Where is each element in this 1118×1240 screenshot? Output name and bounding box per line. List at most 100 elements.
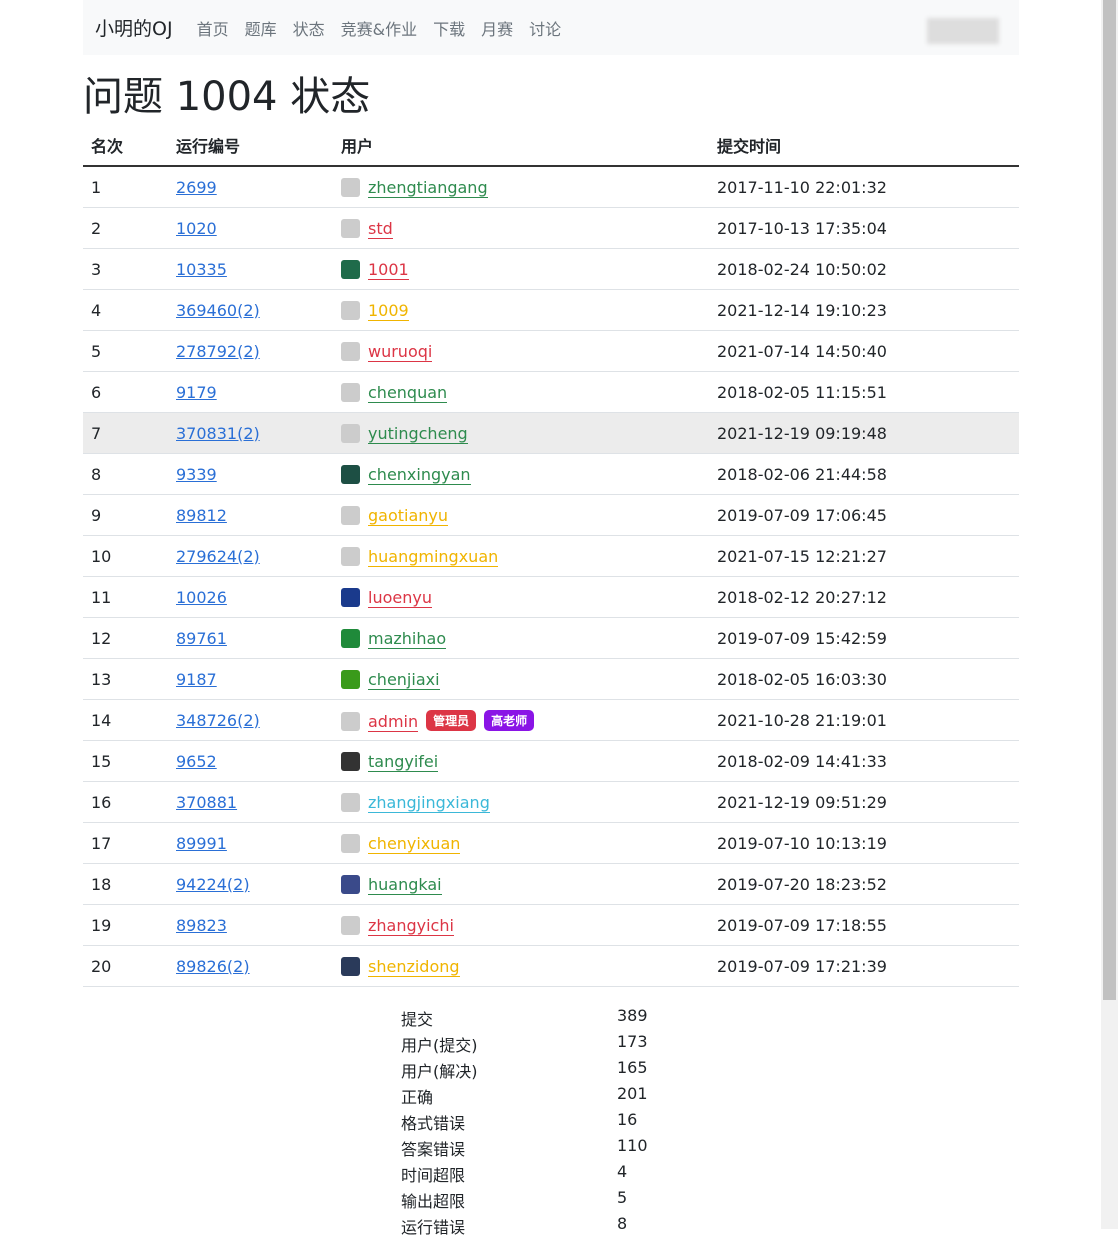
- nav-link[interactable]: 竞赛&作业: [340, 19, 418, 39]
- stat-label: 答案错误: [401, 1140, 466, 1159]
- rank: 20: [83, 945, 168, 987]
- submit-time: 2019-07-09 17:21:39: [709, 945, 1019, 987]
- user-link[interactable]: admin: [368, 711, 419, 732]
- user-link[interactable]: mazhihao: [368, 628, 447, 649]
- run-cell: 9652: [168, 740, 333, 782]
- user-link[interactable]: 1001: [368, 259, 409, 280]
- user-link[interactable]: 1009: [368, 300, 409, 321]
- run-link[interactable]: 89812: [176, 505, 227, 525]
- submit-time: 2018-02-09 14:41:33: [709, 740, 1019, 782]
- avatar: [341, 300, 360, 320]
- user-link[interactable]: chenyixuan: [368, 833, 461, 854]
- stat-label: 时间超限: [401, 1166, 466, 1185]
- run-link[interactable]: 369460(2): [176, 300, 260, 320]
- run-link[interactable]: 10335: [176, 259, 227, 279]
- user-link[interactable]: wuruoqi: [368, 341, 433, 362]
- nav-link[interactable]: 下载: [433, 19, 466, 39]
- stat-value: 173: [617, 1032, 648, 1051]
- user-cell: admin 管理员 高老师: [333, 699, 709, 741]
- user-cell: wuruoqi: [333, 330, 709, 372]
- user-menu[interactable]: [927, 18, 999, 44]
- table-body: 1 2699 zhengtiangang 2017-11-10 22:01:32 2 10…: [83, 166, 1019, 987]
- user-cell: chenjiaxi: [333, 658, 709, 700]
- table-row: 4 369460(2) 1009 2021-12-14 19:10:23: [83, 289, 1019, 331]
- avatar: [341, 218, 360, 238]
- user-cell: huangmingxuan: [333, 535, 709, 577]
- submit-time: 2019-07-09 15:42:59: [709, 617, 1019, 659]
- user-link[interactable]: chenquan: [368, 382, 448, 403]
- nav-link[interactable]: 状态: [292, 19, 325, 39]
- user-link[interactable]: tangyifei: [368, 751, 439, 772]
- user-link[interactable]: std: [368, 218, 393, 239]
- nav-link[interactable]: 月赛: [481, 19, 514, 39]
- run-link[interactable]: 9187: [176, 669, 217, 689]
- user-link[interactable]: chenjiaxi: [368, 669, 440, 690]
- table-row: 20 89826(2) shenzidong 2019-07-09 17:21:39: [83, 945, 1019, 987]
- submit-time: 2021-07-14 14:50:40: [709, 330, 1019, 372]
- stat-value: 389: [617, 1006, 648, 1025]
- stat-row: 用户(解决) 165: [401, 1058, 648, 1084]
- container: 小明的OJ 首页 题库 状态 竞赛&作业 下载 月赛 讨论 问题 1004 状态 名次 运行编…: [83, 0, 1019, 1237]
- user-link[interactable]: huangkai: [368, 874, 442, 895]
- run-link[interactable]: 9179: [176, 382, 217, 402]
- rank: 12: [83, 617, 168, 659]
- run-cell: 9187: [168, 658, 333, 700]
- run-link[interactable]: 278792(2): [176, 341, 260, 361]
- scroll-thumb[interactable]: [1103, 0, 1116, 1000]
- rank: 14: [83, 699, 168, 741]
- stat-row: 提交 389: [401, 1006, 648, 1032]
- run-link[interactable]: 9652: [176, 751, 217, 771]
- run-link[interactable]: 89823: [176, 915, 227, 935]
- stat-row: 用户(提交) 173: [401, 1032, 648, 1058]
- nav-link[interactable]: 讨论: [529, 19, 562, 39]
- user-link[interactable]: huangmingxuan: [368, 546, 499, 567]
- rank: 7: [83, 412, 168, 454]
- run-link[interactable]: 348726(2): [176, 710, 260, 730]
- avatar: [341, 587, 360, 607]
- table-head: 名次 运行编号 用户 提交时间: [83, 125, 1019, 167]
- run-link[interactable]: 10026: [176, 587, 227, 607]
- run-link[interactable]: 94224(2): [176, 874, 250, 894]
- user-cell: luoenyu: [333, 576, 709, 618]
- run-cell: 9179: [168, 371, 333, 413]
- user-link[interactable]: chenxingyan: [368, 464, 471, 485]
- scrollbar[interactable]: [1101, 0, 1118, 1229]
- brand[interactable]: 小明的OJ: [95, 18, 173, 40]
- nav-link[interactable]: 题库: [244, 19, 277, 39]
- table-row: 10 279624(2) huangmingxuan 2021-07-15 12:21…: [83, 535, 1019, 577]
- run-link[interactable]: 2699: [176, 177, 217, 197]
- user-link[interactable]: luoenyu: [368, 587, 432, 608]
- run-link[interactable]: 89826(2): [176, 956, 250, 976]
- rank: 4: [83, 289, 168, 331]
- avatar: [341, 341, 360, 361]
- run-link[interactable]: 9339: [176, 464, 217, 484]
- run-link[interactable]: 279624(2): [176, 546, 260, 566]
- rank: 8: [83, 453, 168, 495]
- avatar: [341, 464, 360, 484]
- run-cell: 279624(2): [168, 535, 333, 577]
- run-link[interactable]: 370881: [176, 792, 238, 812]
- user-link[interactable]: yutingcheng: [368, 423, 468, 444]
- nav-link[interactable]: 首页: [196, 19, 229, 39]
- user-link[interactable]: zhangyichi: [368, 915, 454, 936]
- rank: 17: [83, 822, 168, 864]
- run-link[interactable]: 370831(2): [176, 423, 260, 443]
- user-link[interactable]: zhangjingxiang: [368, 792, 490, 813]
- user-cell: chenxingyan: [333, 453, 709, 495]
- user-link[interactable]: zhengtiangang: [368, 177, 488, 198]
- user-link[interactable]: shenzidong: [368, 956, 460, 977]
- run-cell: 89761: [168, 617, 333, 659]
- rank: 18: [83, 863, 168, 905]
- run-link[interactable]: 1020: [176, 218, 217, 238]
- user-link[interactable]: gaotianyu: [368, 505, 449, 526]
- user-cell: huangkai: [333, 863, 709, 905]
- submit-time: 2021-07-15 12:21:27: [709, 535, 1019, 577]
- user-cell: std: [333, 207, 709, 249]
- rank: 15: [83, 740, 168, 782]
- avatar: [341, 711, 360, 731]
- run-link[interactable]: 89991: [176, 833, 227, 853]
- header-row: 名次 运行编号 用户 提交时间: [83, 125, 1019, 167]
- stat-row: 正确 201: [401, 1084, 648, 1110]
- run-link[interactable]: 89761: [176, 628, 227, 648]
